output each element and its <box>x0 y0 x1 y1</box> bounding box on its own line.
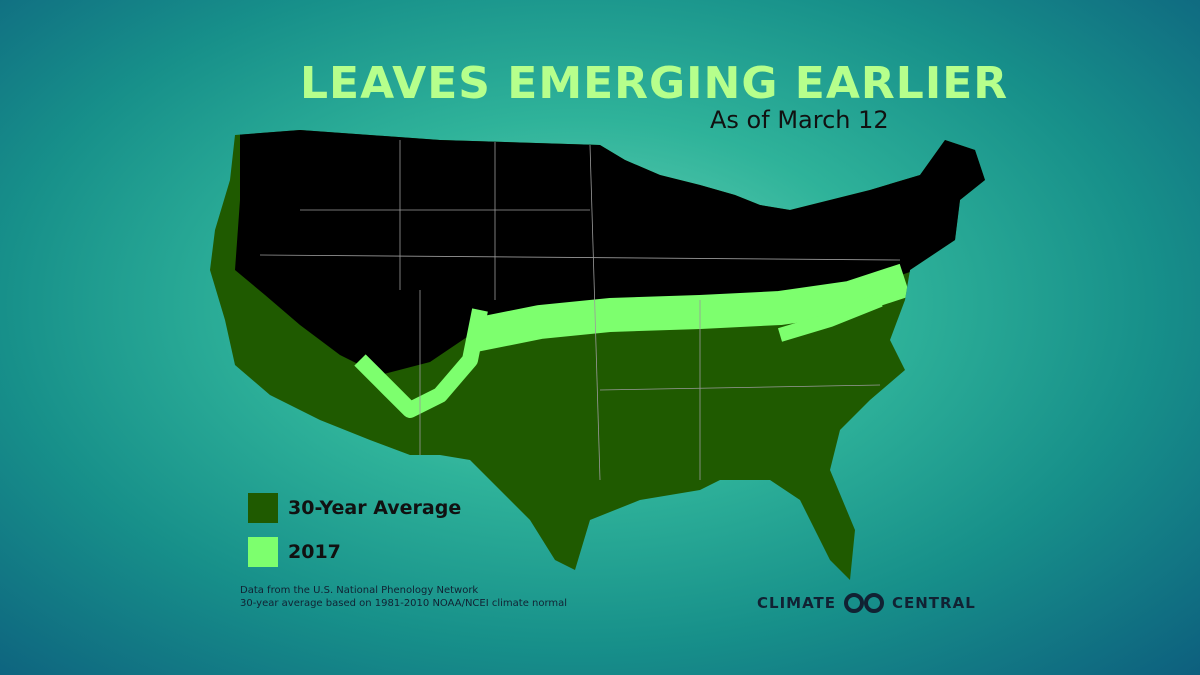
logo-text: CLIMATE <box>757 594 836 612</box>
legend-swatch <box>248 537 278 567</box>
state-lines <box>259 140 901 481</box>
logo: CLIMATE CENTRAL <box>757 592 976 614</box>
legend-label: 30-Year Average <box>288 497 462 519</box>
logo-text: CENTRAL <box>892 594 976 612</box>
southwest-2017 <box>354 308 488 418</box>
title: LEAVES EMERGING EARLIER <box>300 58 1009 109</box>
legend-item: 2017 <box>248 537 341 567</box>
map-regions <box>210 130 985 580</box>
logo-mark <box>844 593 884 613</box>
subtitle: As of March 12 <box>710 106 889 134</box>
legend-swatch <box>248 493 278 523</box>
legend-item: 30-Year Average <box>248 493 461 523</box>
source-note: 30-year average based on 1981-2010 NOAA/… <box>240 598 568 609</box>
source-note: Data from the U.S. National Phenology Ne… <box>240 585 479 596</box>
appalachian-2017 <box>777 293 883 342</box>
legend-label: 2017 <box>288 541 341 563</box>
